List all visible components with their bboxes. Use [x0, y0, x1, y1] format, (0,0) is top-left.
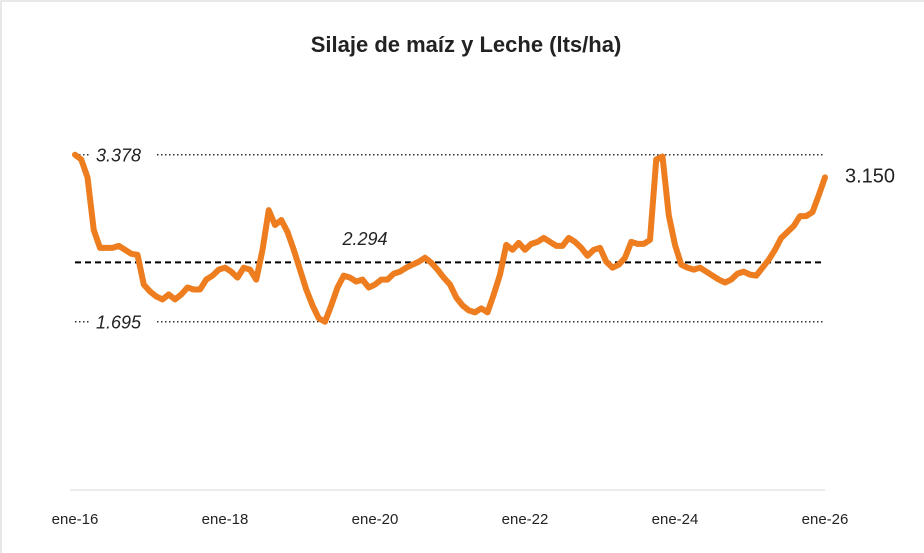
x-tick-label: ene-20 [352, 511, 399, 528]
chart-title: Silaje de maíz y Leche (lts/ha) [311, 32, 622, 57]
x-tick-label: ene-22 [502, 511, 549, 528]
x-tick-label: ene-18 [202, 511, 249, 528]
average-label: 2.294 [341, 229, 387, 249]
line-series [72, 151, 828, 325]
x-tick-label: ene-26 [802, 511, 849, 528]
reference-label: 1.695 [96, 313, 142, 333]
x-tick-label: ene-24 [652, 511, 699, 528]
reference-label: 3.378 [96, 145, 141, 165]
data-label: 3.150 [845, 166, 895, 188]
x-tick-label: ene-16 [52, 511, 99, 528]
